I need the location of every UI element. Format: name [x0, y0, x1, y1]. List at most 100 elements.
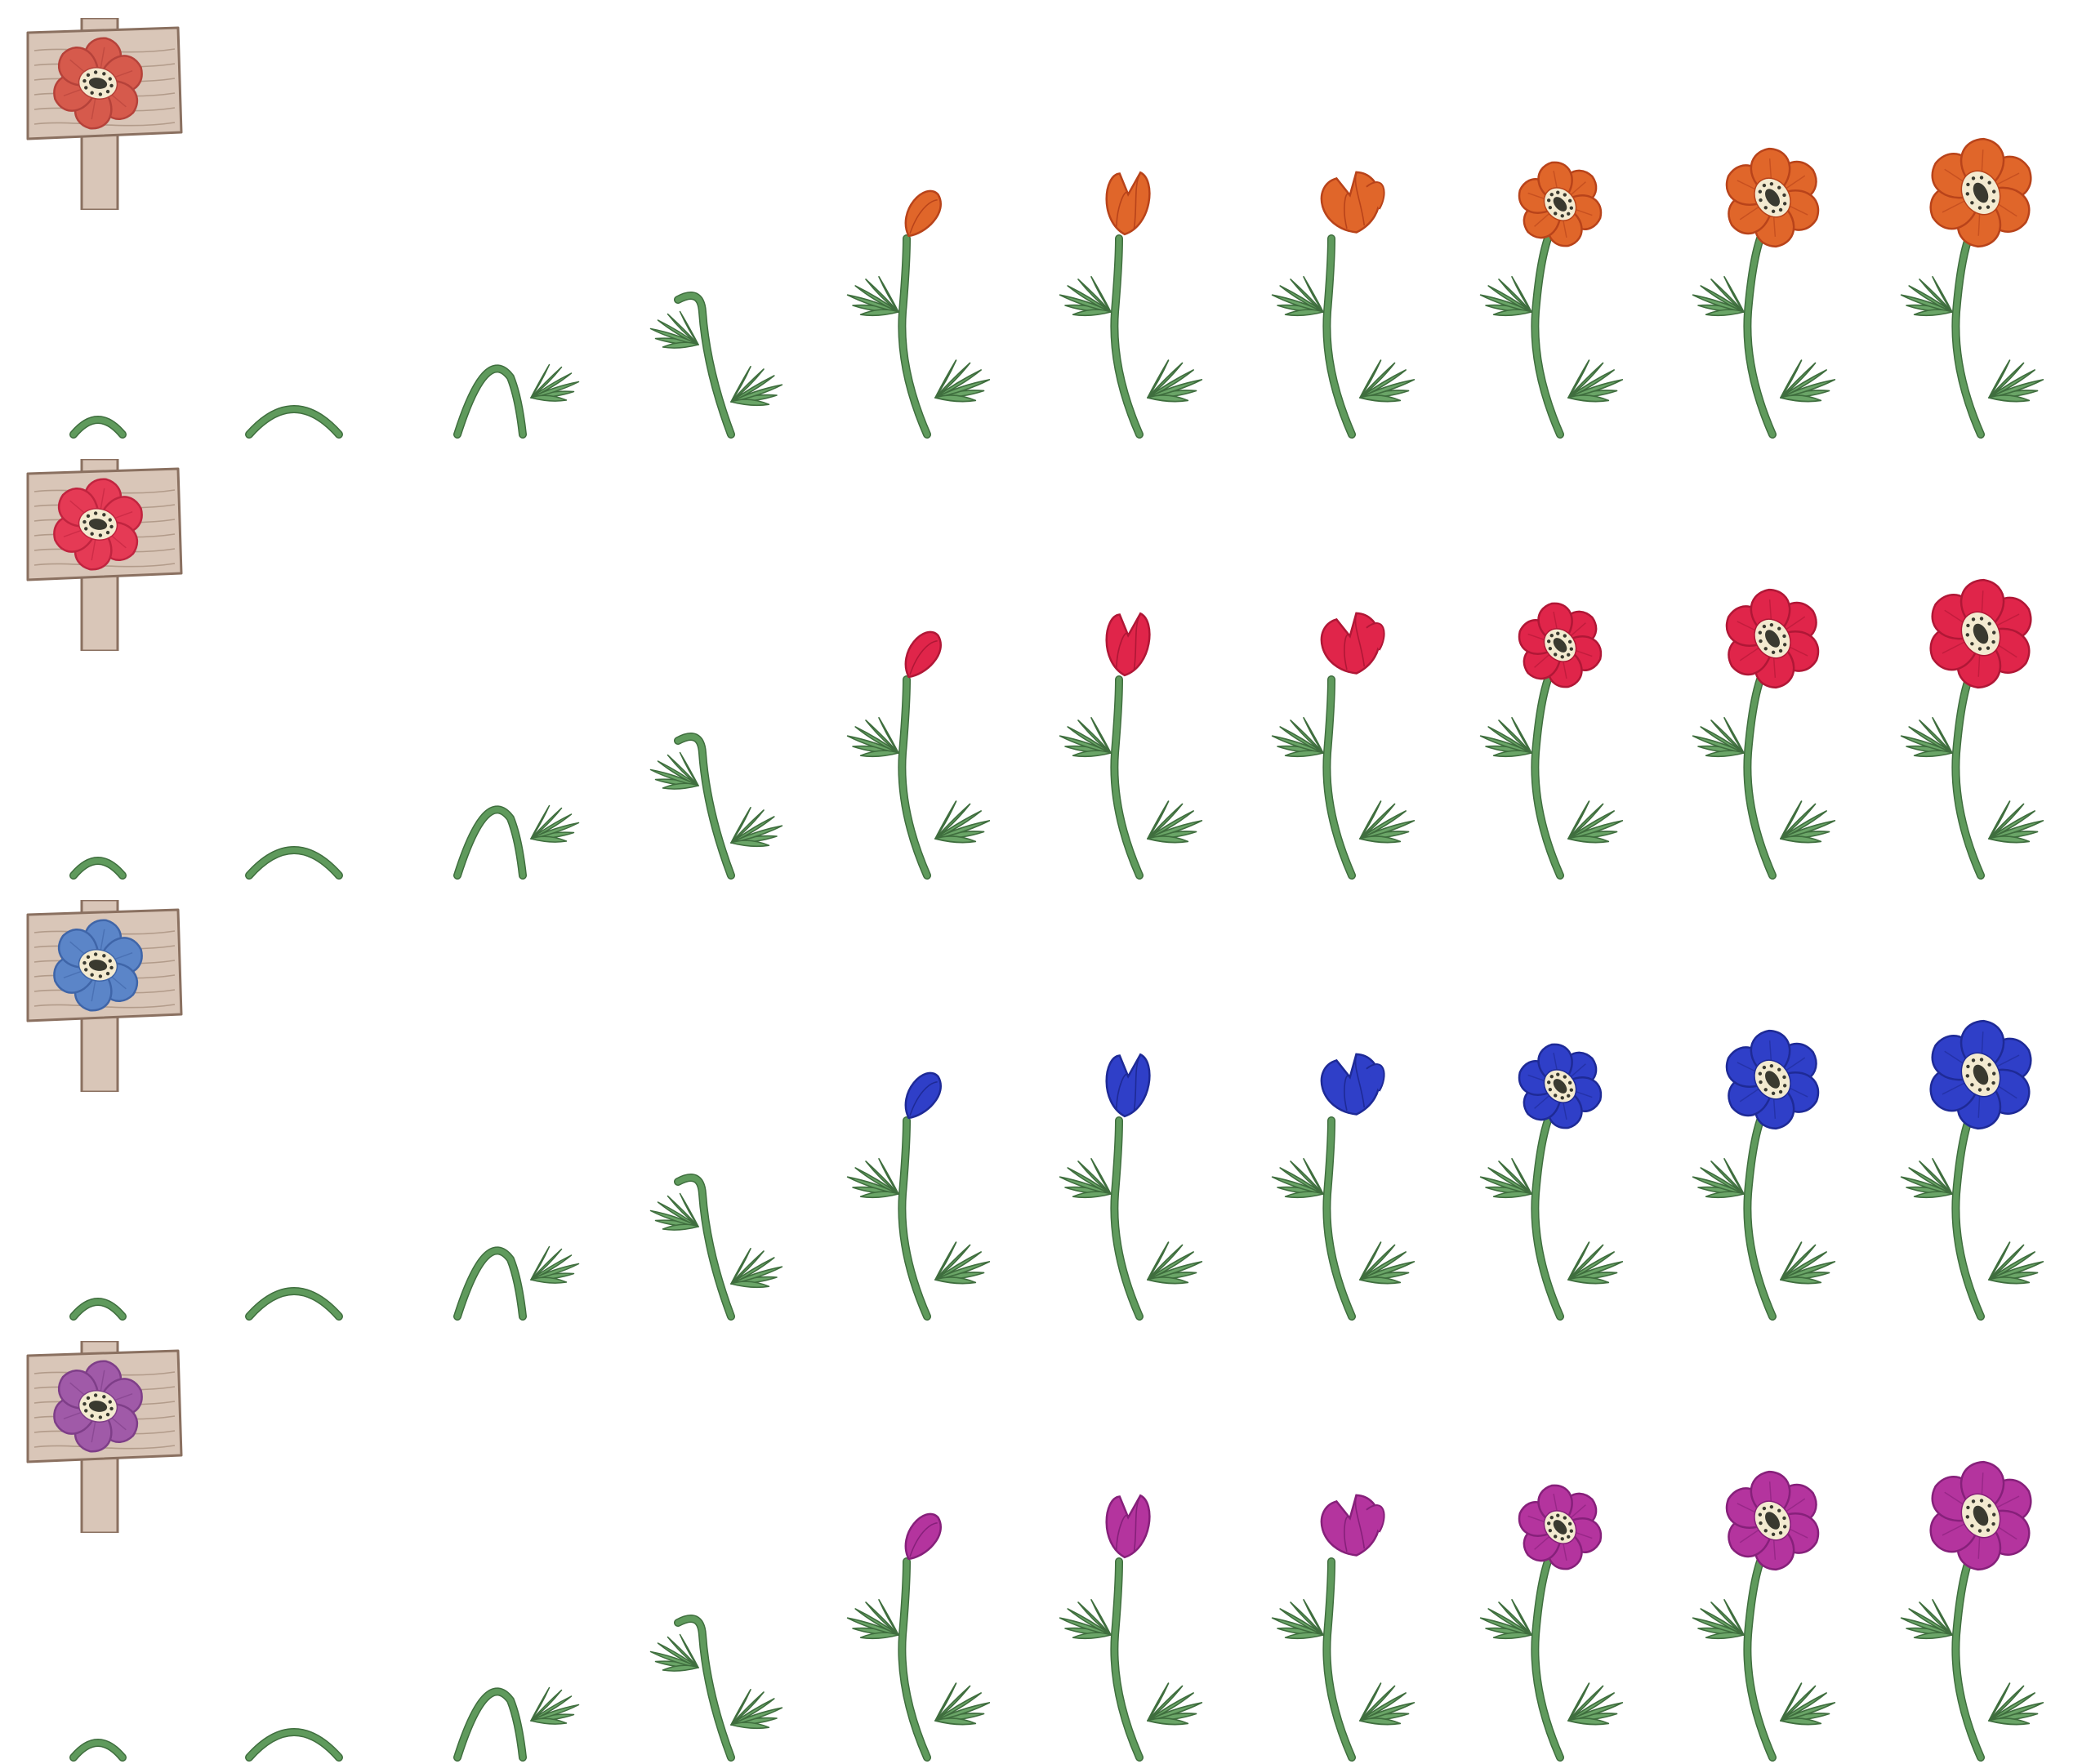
growth-stage-hook-sprite [606, 441, 815, 882]
leaf-cluster [730, 365, 783, 407]
flower-variant-row-red [0, 441, 2091, 882]
leaf-cluster [1271, 275, 1324, 317]
flower-bud [904, 1071, 942, 1120]
flower-head [53, 478, 143, 571]
flower-head [1929, 578, 2032, 689]
seed-sign-icon [23, 900, 186, 1092]
flower-head [1725, 1029, 1820, 1130]
leaf-cluster [1059, 716, 1112, 758]
leaf-cluster [649, 751, 699, 790]
growth-stage-bud-sprite [818, 441, 1028, 882]
leaf-cluster [1900, 716, 1953, 758]
leaf-cluster [934, 359, 991, 403]
leaf-cluster [1271, 1157, 1324, 1199]
growth-stage-arch-sprite [189, 1323, 399, 1764]
leaf-cluster [1780, 1241, 1836, 1285]
leaf-cluster [1359, 359, 1416, 403]
leaf-cluster [1988, 800, 2044, 844]
leaf-cluster [934, 1682, 991, 1726]
flower-bud [1320, 171, 1385, 234]
flower-bud [1320, 612, 1385, 675]
leaf-cluster [1479, 1598, 1532, 1640]
leaf-cluster [1780, 800, 1836, 844]
growth-stage-arch-sprite [189, 882, 399, 1323]
growth-stage-half-open-sprite [1243, 882, 1452, 1323]
flower-head [1725, 1470, 1820, 1571]
flower-head [53, 1360, 143, 1453]
growth-stage-bud-sprite [818, 882, 1028, 1323]
leaf-cluster [1271, 716, 1324, 758]
leaf-cluster [1059, 275, 1112, 317]
growth-stage-sprout-sprite [0, 0, 203, 441]
growth-stage-arch-leaves-sprite [398, 882, 607, 1323]
growth-stage-half-open-sprite [1243, 0, 1452, 441]
growth-stage-hook-sprite [606, 0, 815, 441]
growth-stage-open-full-sprite [1872, 1323, 2081, 1764]
seed-sign-icon [23, 1341, 186, 1533]
leaf-cluster [846, 716, 899, 758]
flower-variant-row-orange [0, 0, 2091, 441]
growth-stage-arch-leaves-sprite [398, 1323, 607, 1764]
flower-head [1518, 161, 1603, 247]
leaf-cluster [1059, 1157, 1112, 1199]
growth-stage-bud-sprite [818, 1323, 1028, 1764]
leaf-cluster [730, 1688, 783, 1730]
growth-stage-open-medium-sprite [1664, 882, 1873, 1323]
leaf-cluster [1479, 716, 1532, 758]
growth-stage-open-medium-sprite [1664, 1323, 1873, 1764]
leaf-cluster [530, 1245, 580, 1284]
flower-bud [1105, 1494, 1151, 1559]
leaf-cluster [649, 1633, 699, 1672]
leaf-cluster [1479, 1157, 1532, 1199]
growth-stage-tulip-sprite [1031, 0, 1240, 441]
growth-stage-sprout-sprite [0, 882, 203, 1323]
leaf-cluster [1567, 1682, 1624, 1726]
growth-stage-hook-sprite [606, 882, 815, 1323]
growth-stage-sprout-sprite [0, 1323, 203, 1764]
growth-stage-arch-sprite [189, 0, 399, 441]
leaf-cluster [1147, 1241, 1203, 1285]
flower-variant-row-blue [0, 882, 2091, 1323]
leaf-cluster [649, 1192, 699, 1231]
growth-stage-open-small-sprite [1451, 0, 1661, 441]
leaf-cluster [846, 275, 899, 317]
leaf-cluster [1780, 1682, 1836, 1726]
growth-stage-tulip-sprite [1031, 1323, 1240, 1764]
leaf-cluster [1988, 359, 2044, 403]
leaf-cluster [1692, 1598, 1745, 1640]
flower-bud [904, 189, 942, 238]
leaf-cluster [1900, 1598, 1953, 1640]
leaf-cluster [1271, 1598, 1324, 1640]
growth-stage-hook-sprite [606, 1323, 815, 1764]
leaf-cluster [1359, 1682, 1416, 1726]
flower-bud [1320, 1494, 1385, 1557]
growth-stage-open-full-sprite [1872, 882, 2081, 1323]
leaf-cluster [1988, 1682, 2044, 1726]
flower-head [1929, 1460, 2032, 1571]
flower-bud [1105, 1053, 1151, 1118]
leaf-cluster [530, 804, 580, 843]
leaf-cluster [649, 310, 699, 349]
leaf-cluster [1147, 800, 1203, 844]
flower-head [1518, 1484, 1603, 1570]
growth-stage-half-open-sprite [1243, 441, 1452, 882]
flower-head [1518, 602, 1603, 688]
flower-head [1929, 137, 2032, 248]
leaf-cluster [934, 1241, 991, 1285]
leaf-cluster [1900, 1157, 1953, 1199]
growth-stage-open-medium-sprite [1664, 0, 1873, 441]
growth-stage-open-small-sprite [1451, 441, 1661, 882]
leaf-cluster [1567, 1241, 1624, 1285]
leaf-cluster [846, 1157, 899, 1199]
leaf-cluster [1780, 359, 1836, 403]
growth-stage-arch-leaves-sprite [398, 441, 607, 882]
leaf-cluster [934, 800, 991, 844]
flower-head [1725, 147, 1820, 248]
growth-stage-open-small-sprite [1451, 882, 1661, 1323]
flower-head [53, 37, 143, 130]
growth-stage-open-medium-sprite [1664, 441, 1873, 882]
flower-head [1929, 1019, 2032, 1130]
leaf-cluster [1359, 800, 1416, 844]
flower-head [1518, 1043, 1603, 1129]
